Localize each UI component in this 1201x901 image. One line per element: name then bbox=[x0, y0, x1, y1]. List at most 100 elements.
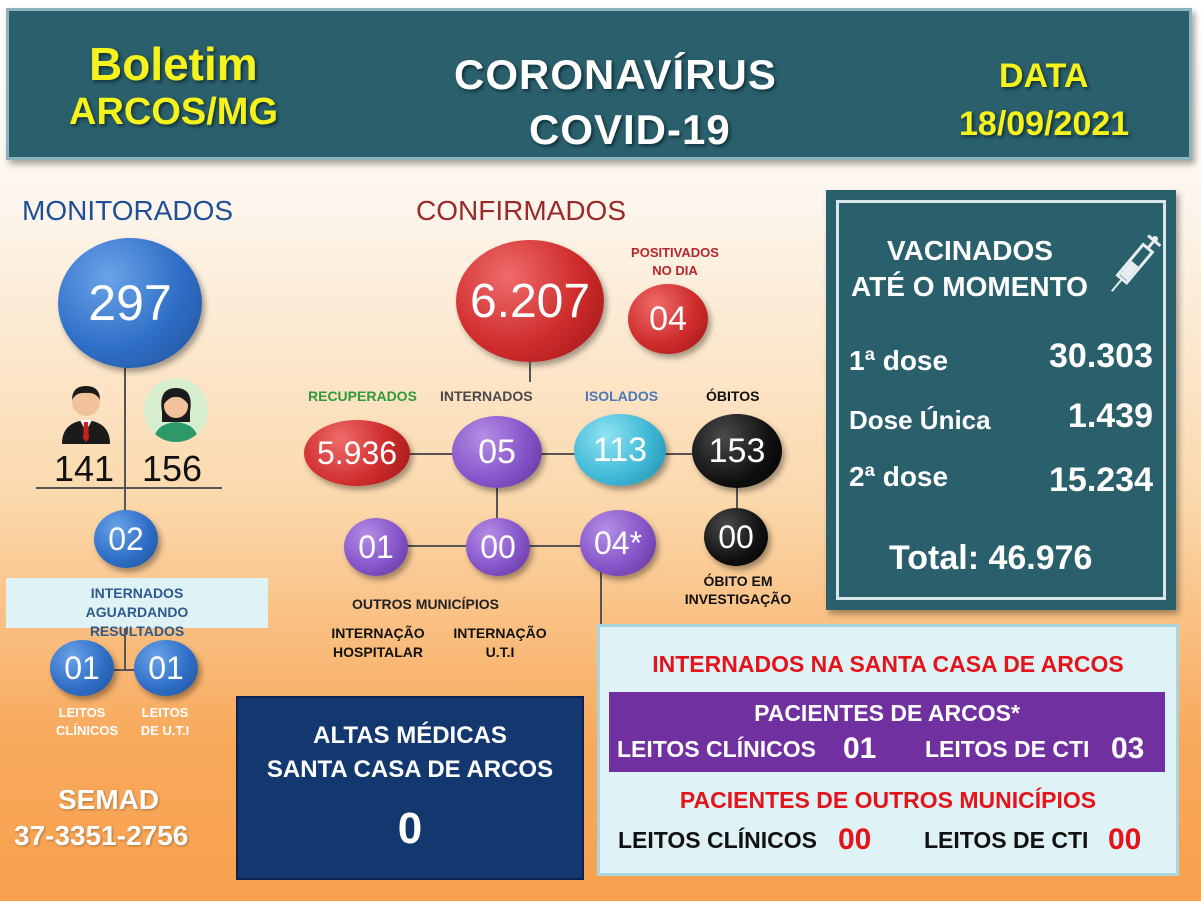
connector bbox=[529, 362, 531, 382]
obitos-label: ÓBITOS bbox=[706, 388, 760, 404]
isolados-value: 113 bbox=[592, 430, 648, 469]
woman-avatar-icon bbox=[144, 378, 208, 442]
header-banner: Boletim ARCOS/MG CORONAVÍRUS COVID-19 DA… bbox=[6, 8, 1192, 160]
internados-value: 05 bbox=[478, 432, 516, 471]
arcos-cti-label: LEITOS DE CTI bbox=[925, 736, 1090, 762]
arcos-clinicos-label: LEITOS CLÍNICOS bbox=[617, 736, 816, 762]
altas-line1: ALTAS MÉDICAS bbox=[313, 722, 507, 749]
syringe-icon bbox=[1103, 229, 1163, 303]
leitos-uti-label-line1: LEITOS bbox=[141, 705, 189, 720]
recuperados-label: RECUPERADOS bbox=[308, 388, 417, 404]
outros-clinicos-value: 00 bbox=[838, 823, 872, 856]
dose2-label: 2ª dose bbox=[849, 461, 949, 492]
positivados-label: POSITIVADOS NO DIA bbox=[610, 244, 740, 280]
obito-investigacao-label-line1: ÓBITO EM bbox=[703, 573, 773, 589]
outros-municipios-value: 01 bbox=[358, 528, 394, 565]
confirmados-title: CONFIRMADOS bbox=[416, 195, 626, 226]
leitos-clinicos-label-line2: CLÍNICOS bbox=[56, 723, 119, 738]
male-count: 141 bbox=[54, 448, 115, 489]
obitos-circle: 153 bbox=[692, 414, 782, 488]
connector bbox=[124, 628, 126, 670]
altas-medicas-panel: ALTAS MÉDICAS SANTA CASA DE ARCOS 0 bbox=[236, 696, 584, 880]
positivados-value: 04 bbox=[649, 299, 687, 338]
pacientes-arcos-title: PACIENTES DE ARCOS* bbox=[754, 700, 1020, 726]
internacao-uti-label-line2: U.T.I bbox=[485, 644, 515, 660]
connector bbox=[496, 470, 498, 522]
outros-cti-value: 00 bbox=[1108, 823, 1142, 856]
awaiting-value: 02 bbox=[108, 520, 144, 557]
outros-clinicos-label: LEITOS CLÍNICOS bbox=[618, 827, 817, 853]
altas-line2: SANTA CASA DE ARCOS bbox=[266, 756, 554, 783]
title-covid: COVID-19 bbox=[529, 106, 731, 153]
recuperados-circle: 5.936 bbox=[304, 420, 410, 486]
divider bbox=[36, 487, 222, 489]
boletim-label: Boletim bbox=[89, 38, 258, 90]
title-coronavirus: CORONAVÍRUS bbox=[454, 51, 777, 98]
connector bbox=[124, 330, 126, 520]
obito-investigacao-value: 00 bbox=[718, 518, 754, 555]
internacao-hospitalar-label-line1: INTERNAÇÃO bbox=[331, 625, 425, 641]
vacinados-inner-border: VACINADOS ATÉ O MOMENTO 1ª dose 30.303 D… bbox=[836, 200, 1166, 600]
internados-label: INTERNADOS bbox=[440, 388, 533, 404]
leitos-clinicos-circle: 01 bbox=[50, 640, 114, 696]
vacinados-total: Total: 46.976 bbox=[889, 539, 1093, 577]
altas-value: 0 bbox=[397, 804, 423, 853]
internacao-uti-label-line1: INTERNAÇÃO bbox=[453, 625, 547, 641]
internacao-hospitalar-label: INTERNAÇÃO HOSPITALAR bbox=[322, 624, 434, 662]
vacinados-title-line1: VACINADOS bbox=[887, 235, 1053, 266]
monitorados-title: MONITORADOS bbox=[22, 195, 234, 226]
internacao-uti-label: INTERNAÇÃO U.T.I bbox=[444, 624, 556, 662]
dose2-value: 15.234 bbox=[1049, 461, 1153, 499]
pacientes-arcos-bar: PACIENTES DE ARCOS* LEITOS CLÍNICOS 01 L… bbox=[609, 692, 1165, 772]
leitos-clinicos-label-line1: LEITOS bbox=[58, 705, 106, 720]
connector bbox=[100, 669, 160, 671]
internados-circle: 05 bbox=[452, 416, 542, 488]
semad-phone: 37-3351-2756 bbox=[14, 820, 189, 851]
obitos-value: 153 bbox=[708, 431, 766, 470]
leitos-uti-label-line2: DE U.T.I bbox=[140, 723, 190, 738]
outros-cti-label: LEITOS DE CTI bbox=[924, 827, 1089, 853]
city-label: ARCOS/MG bbox=[69, 91, 278, 133]
arcos-cti-value: 03 bbox=[1111, 732, 1145, 765]
leitos-uti-value: 01 bbox=[148, 649, 184, 686]
date-value: 18/09/2021 bbox=[959, 105, 1130, 143]
outros-municipios-label: OUTROS MUNICÍPIOS bbox=[352, 596, 500, 612]
confirmados-total-circle: 6.207 bbox=[456, 240, 604, 362]
connector-row1 bbox=[360, 453, 750, 455]
isolados-label: ISOLADOS bbox=[585, 388, 659, 404]
leitos-clinicos-value: 01 bbox=[64, 649, 100, 686]
dose1-value: 30.303 bbox=[1049, 337, 1153, 375]
monitorados-total-circle: 297 bbox=[58, 238, 202, 368]
outros-pacientes-title: PACIENTES DE OUTROS MUNICÍPIOS bbox=[679, 787, 1097, 813]
leitos-clinicos-label: LEITOS CLÍNICOS bbox=[56, 704, 119, 740]
dose-unica-label: Dose Única bbox=[849, 405, 991, 435]
outros-municipios-circle: 01 bbox=[344, 518, 408, 576]
positivados-circle: 04 bbox=[628, 284, 708, 354]
leitos-uti-circle: 01 bbox=[134, 640, 198, 696]
monitorados-total: 297 bbox=[88, 275, 172, 331]
data-label: DATA bbox=[999, 57, 1089, 95]
leitos-uti-label: LEITOS DE U.T.I bbox=[134, 704, 196, 740]
internacao-uti-value: 04* bbox=[593, 524, 643, 561]
positivados-label-line1: POSITIVADOS bbox=[631, 245, 719, 260]
recuperados-value: 5.936 bbox=[316, 434, 398, 471]
internacao-hospitalar-circle: 00 bbox=[466, 518, 530, 576]
obito-investigacao-label-line2: INVESTIGAÇÃO bbox=[684, 591, 792, 607]
confirmados-total: 6.207 bbox=[469, 274, 591, 328]
internacao-hospitalar-label-line2: HOSPITALAR bbox=[333, 644, 423, 660]
internacao-hospitalar-value: 00 bbox=[480, 528, 516, 565]
vacinados-title-line2: ATÉ O MOMENTO bbox=[851, 271, 1088, 302]
dose-unica-value: 1.439 bbox=[1067, 397, 1153, 435]
santa-casa-title: INTERNADOS NA SANTA CASA DE ARCOS bbox=[652, 651, 1124, 677]
awaiting-label: INTERNADOS AGUARDANDO RESULTADOS bbox=[85, 585, 189, 639]
dose1-label: 1ª dose bbox=[849, 345, 949, 376]
connector bbox=[736, 470, 738, 516]
positivados-label-line2: NO DIA bbox=[652, 263, 698, 278]
obito-investigacao-circle: 00 bbox=[704, 508, 768, 566]
isolados-circle: 113 bbox=[574, 414, 666, 486]
obito-investigacao-label: ÓBITO EM INVESTIGAÇÃO bbox=[676, 572, 800, 608]
awaiting-label-box: INTERNADOS AGUARDANDO RESULTADOS bbox=[6, 578, 268, 639]
arcos-clinicos-value: 01 bbox=[843, 732, 877, 765]
vacinados-panel: VACINADOS ATÉ O MOMENTO 1ª dose 30.303 D… bbox=[826, 190, 1176, 610]
